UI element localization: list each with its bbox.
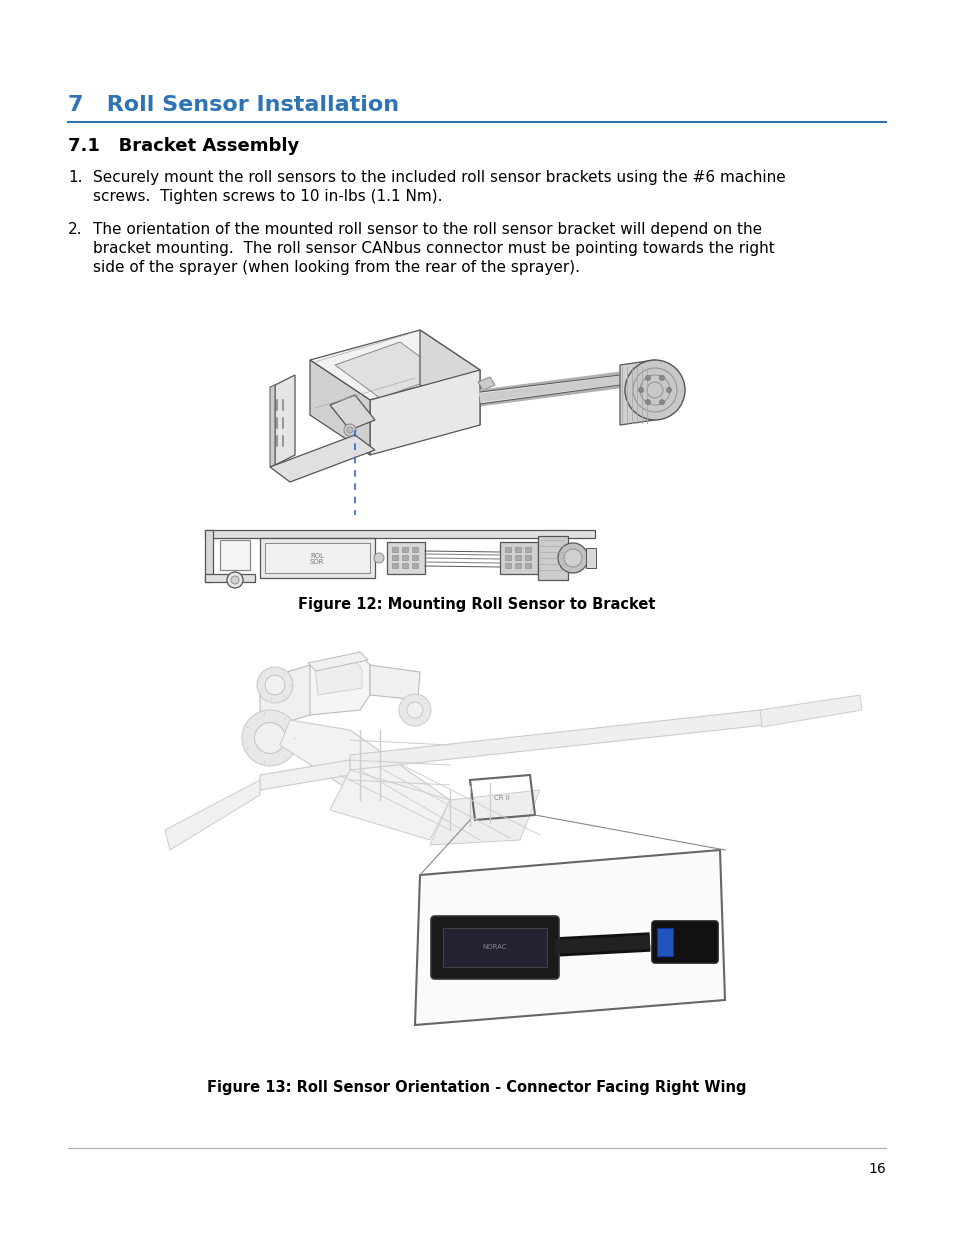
Polygon shape [370, 370, 479, 454]
Polygon shape [270, 385, 274, 467]
Bar [499, 542, 537, 574]
Bar [412, 547, 417, 552]
Text: The orientation of the mounted roll sensor to the roll sensor bracket will depen: The orientation of the mounted roll sens… [92, 222, 761, 237]
Bar [515, 563, 520, 568]
Circle shape [265, 676, 285, 695]
Bar [392, 547, 397, 552]
Bar [205, 574, 254, 582]
Polygon shape [308, 652, 368, 671]
Text: side of the sprayer (when looking from the rear of the sprayer).: side of the sprayer (when looking from t… [92, 261, 579, 275]
Bar [260, 538, 375, 578]
Circle shape [666, 388, 671, 393]
Bar [504, 563, 511, 568]
Bar [585, 548, 596, 568]
Polygon shape [477, 377, 495, 390]
Polygon shape [330, 769, 450, 840]
Circle shape [563, 550, 581, 567]
FancyBboxPatch shape [651, 921, 718, 963]
Text: 7   Roll Sensor Installation: 7 Roll Sensor Installation [68, 95, 398, 115]
Text: 7.1   Bracket Assembly: 7.1 Bracket Assembly [68, 137, 299, 156]
Bar [537, 536, 567, 580]
Bar [412, 563, 417, 568]
Bar [220, 540, 250, 571]
Circle shape [242, 710, 297, 766]
Text: screws.  Tighten screws to 10 in-lbs (1.1 Nm).: screws. Tighten screws to 10 in-lbs (1.1… [92, 189, 442, 204]
Bar [515, 547, 520, 552]
Circle shape [398, 694, 431, 726]
Text: Securely mount the roll sensors to the included roll sensor brackets using the #: Securely mount the roll sensors to the i… [92, 170, 785, 185]
Bar [387, 542, 424, 574]
Polygon shape [310, 359, 370, 454]
Circle shape [344, 424, 355, 436]
Bar [265, 543, 370, 573]
Circle shape [659, 400, 664, 405]
Polygon shape [330, 395, 375, 430]
Bar [401, 555, 408, 559]
Circle shape [659, 375, 664, 380]
Bar [524, 555, 531, 559]
Text: NORAC: NORAC [482, 944, 507, 950]
Bar [392, 555, 397, 559]
Bar [401, 547, 408, 552]
Circle shape [347, 427, 353, 433]
Bar [657, 927, 672, 956]
Circle shape [645, 375, 650, 380]
Circle shape [638, 388, 643, 393]
Polygon shape [760, 695, 862, 727]
Bar [442, 927, 546, 967]
Bar [205, 530, 595, 538]
Polygon shape [260, 760, 350, 790]
Polygon shape [260, 664, 310, 730]
Polygon shape [310, 330, 479, 400]
Text: 16: 16 [867, 1162, 885, 1176]
Bar [504, 547, 511, 552]
Polygon shape [314, 659, 361, 695]
Text: Figure 12: Mounting Roll Sensor to Bracket: Figure 12: Mounting Roll Sensor to Brack… [298, 597, 655, 613]
Circle shape [231, 576, 239, 584]
Polygon shape [350, 710, 764, 769]
Polygon shape [419, 330, 479, 425]
Polygon shape [619, 359, 655, 425]
Bar [412, 555, 417, 559]
Polygon shape [274, 375, 294, 466]
Polygon shape [370, 664, 419, 700]
Polygon shape [430, 790, 539, 845]
Polygon shape [280, 720, 450, 810]
Circle shape [645, 400, 650, 405]
FancyBboxPatch shape [431, 916, 558, 979]
Circle shape [256, 667, 293, 703]
Bar [524, 563, 531, 568]
Polygon shape [415, 850, 724, 1025]
Text: 2.: 2. [68, 222, 82, 237]
Text: 1.: 1. [68, 170, 82, 185]
Bar [205, 530, 213, 582]
Text: Figure 13: Roll Sensor Orientation - Connector Facing Right Wing: Figure 13: Roll Sensor Orientation - Con… [207, 1079, 746, 1095]
Text: CR II: CR II [494, 795, 509, 802]
Circle shape [624, 359, 684, 420]
Circle shape [558, 543, 587, 573]
Circle shape [254, 722, 285, 753]
Bar [515, 555, 520, 559]
Bar [392, 563, 397, 568]
Circle shape [407, 701, 422, 718]
Polygon shape [335, 342, 444, 398]
Polygon shape [299, 655, 370, 715]
Bar [504, 555, 511, 559]
Circle shape [374, 553, 384, 563]
Bar [401, 563, 408, 568]
Text: bracket mounting.  The roll sensor CANbus connector must be pointing towards the: bracket mounting. The roll sensor CANbus… [92, 241, 774, 256]
Polygon shape [270, 435, 375, 482]
Bar [524, 547, 531, 552]
Circle shape [227, 572, 243, 588]
Polygon shape [165, 781, 260, 850]
Text: ROL
SOR: ROL SOR [310, 552, 324, 566]
